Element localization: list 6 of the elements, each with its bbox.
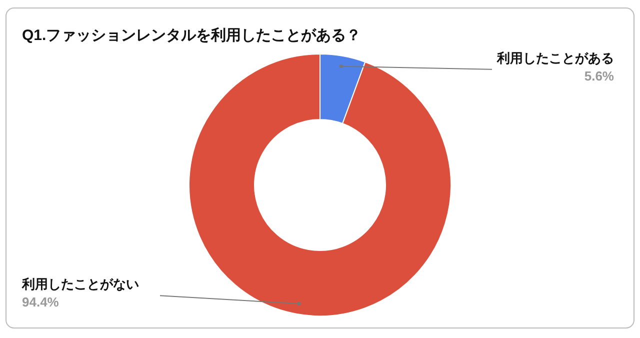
slice-label: 利用したことがない xyxy=(21,276,139,292)
donut-slice xyxy=(188,54,452,316)
slice-label: 利用したことがある xyxy=(496,50,614,66)
data-label: 5.6% xyxy=(584,68,614,84)
data-label: 94.4% xyxy=(22,294,60,310)
chart-title: Q1.ファッションレンタルを利用したことがある？ xyxy=(22,27,362,44)
